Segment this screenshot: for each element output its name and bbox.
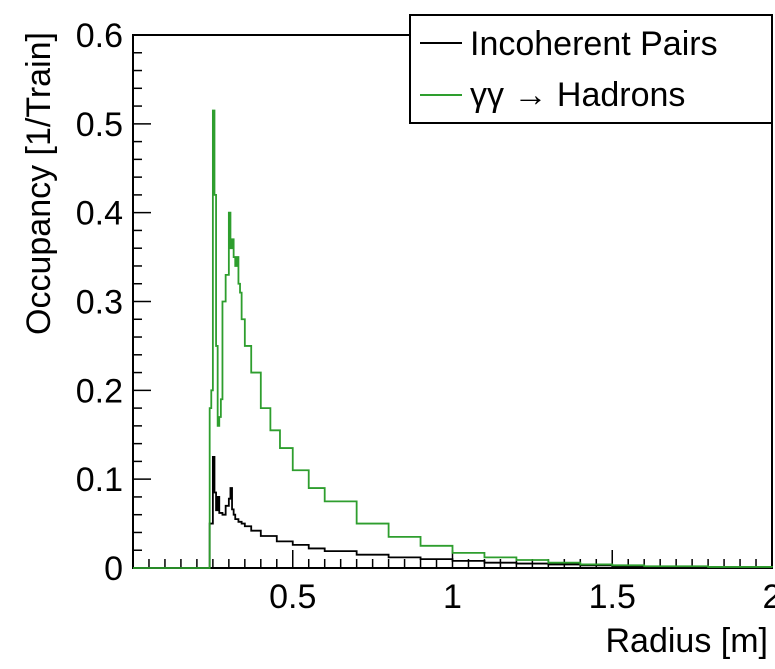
x-axis-title: Radius [m] — [606, 622, 769, 660]
y-axis-title: Occupancy [1/Train] — [20, 32, 58, 335]
y-tick-label: 0 — [104, 550, 123, 588]
y-tick-label: 0.5 — [76, 106, 123, 144]
y-tick-label: 0.1 — [76, 461, 123, 499]
legend-label-incoherent-pairs: Incoherent Pairs — [470, 25, 718, 63]
legend: Incoherent Pairs γγ → Hadrons — [409, 14, 773, 124]
x-tick-label: 0.5 — [269, 578, 316, 616]
x-tick-label: 2 — [763, 578, 775, 616]
series-incoherent-pairs — [133, 456, 773, 569]
y-tick-label: 0.2 — [76, 372, 123, 410]
legend-box — [409, 14, 773, 124]
x-tick-label: 1 — [443, 578, 462, 616]
x-axis-ticks: 0.5 1 1.5 2 — [148, 550, 775, 616]
x-tick-label: 1.5 — [589, 578, 636, 616]
y-tick-label: 0.4 — [76, 195, 123, 233]
legend-label-hadrons: γγ → Hadrons — [470, 76, 685, 114]
y-axis-ticks: 0 0.1 0.2 0.3 0.4 0.5 0.6 — [76, 17, 151, 588]
series-layer — [133, 109, 773, 569]
y-tick-label: 0.3 — [76, 284, 123, 322]
series-gammagamma-hadrons — [133, 109, 773, 569]
y-tick-label: 0.6 — [76, 17, 123, 55]
